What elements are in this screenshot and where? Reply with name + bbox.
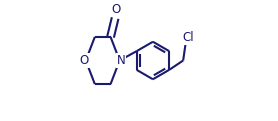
Text: O: O bbox=[111, 3, 121, 16]
Text: Cl: Cl bbox=[182, 31, 194, 44]
Text: N: N bbox=[116, 54, 125, 67]
Text: O: O bbox=[80, 54, 89, 67]
